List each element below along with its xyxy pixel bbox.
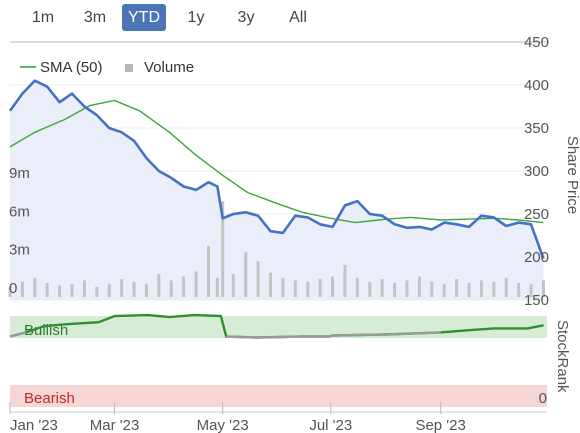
- x-tick-label: Sep '23: [415, 417, 465, 433]
- volume-bar: [8, 286, 12, 297]
- x-tick-label: Jan '23: [10, 417, 58, 433]
- price-area-fill: [10, 80, 544, 300]
- volume-bar: [517, 282, 521, 297]
- bearish-label: Bearish: [24, 390, 75, 407]
- volume-bar: [58, 285, 62, 297]
- price-tick-label: 150: [524, 292, 549, 309]
- price-tick-label: 250: [524, 206, 549, 223]
- volume-bar: [144, 284, 148, 297]
- volume-bar: [33, 277, 37, 297]
- x-tick-label: May '23: [197, 417, 249, 433]
- volume-bar: [120, 279, 124, 297]
- volume-bar: [132, 281, 136, 297]
- volume-bar: [206, 245, 210, 297]
- volume-bar: [455, 279, 459, 297]
- range-button-1y[interactable]: 1y: [187, 9, 205, 26]
- volume-tick-label: 6m: [9, 203, 30, 220]
- volume-bar: [269, 272, 273, 297]
- price-tick-label: 450: [524, 34, 549, 51]
- price-axis-ticks: 150 200 250 300 350 400 450: [524, 34, 549, 309]
- volume-bar: [215, 277, 219, 297]
- bullish-label: Bullish: [24, 322, 68, 339]
- volume-bar: [70, 284, 74, 297]
- volume-bar: [194, 271, 198, 297]
- volume-bar: [380, 279, 384, 297]
- range-button-ytd[interactable]: YTD: [122, 4, 166, 31]
- price-line: [8, 79, 545, 260]
- volume-bar: [442, 284, 446, 297]
- volume-bar: [417, 276, 421, 297]
- range-button-3y[interactable]: 3y: [237, 9, 255, 26]
- volume-bar: [107, 284, 111, 297]
- range-button-3m[interactable]: 3m: [83, 9, 107, 26]
- volume-tick-label: 3m: [9, 242, 30, 259]
- stockrank-neutral-segment: [328, 334, 333, 338]
- stockrank-neutral-segment: [256, 335, 303, 339]
- volume-bar: [169, 280, 173, 297]
- volume-bar: [20, 281, 24, 297]
- bullish-zone: [10, 316, 547, 338]
- stockrank-neutral-segment: [226, 335, 257, 339]
- stockrank-neutral-segment: [9, 331, 27, 338]
- volume-bar: [355, 277, 359, 297]
- volume-bar: [529, 284, 533, 297]
- range-button-1m[interactable]: 1m: [31, 9, 55, 26]
- volume-bar: [393, 282, 397, 297]
- price-axis-label: Share Price: [564, 136, 580, 214]
- x-tick-label: Mar '23: [90, 417, 140, 433]
- volume-axis-ticks: 0 3m 6m 9m: [9, 165, 30, 297]
- range-button-all[interactable]: All: [289, 9, 307, 26]
- x-axis: Jan '23 Mar '23 May '23 Jul '23 Sep '23: [9, 402, 547, 433]
- volume-bar: [541, 280, 545, 297]
- volume-bar: [430, 281, 434, 297]
- bearish-zone: [10, 385, 547, 407]
- price-tick-label: 350: [524, 120, 549, 137]
- range-selector: 1m 3m YTD 1y 3y All: [0, 0, 360, 34]
- volume-bar: [368, 281, 372, 297]
- volume-bar: [492, 281, 496, 297]
- volume-bar: [231, 274, 235, 297]
- volume-bar: [221, 201, 225, 297]
- stockrank-zero-tick: 0: [539, 390, 547, 407]
- volume-bar: [45, 282, 49, 297]
- volume-bar: [182, 276, 186, 297]
- volume-bar: [293, 280, 297, 297]
- stockrank-axis-label: StockRank: [554, 320, 571, 393]
- sma-line: [9, 99, 544, 224]
- volume-bar: [479, 280, 483, 297]
- legend-volume-label: Volume: [144, 59, 194, 76]
- volume-bar: [467, 282, 471, 297]
- volume-bar: [281, 277, 285, 297]
- legend: SMA (50) Volume: [20, 59, 194, 76]
- volume-bar: [318, 279, 322, 297]
- price-tick-label: 300: [524, 163, 549, 180]
- volume-bar: [504, 277, 508, 297]
- price-tick-label: 400: [524, 77, 549, 94]
- legend-sma-label: SMA (50): [40, 59, 103, 76]
- volume-bar: [405, 280, 409, 297]
- volume-bar: [157, 274, 161, 297]
- volume-bar: [244, 252, 248, 297]
- stockrank-line: [9, 313, 544, 339]
- volume-bar: [82, 280, 86, 297]
- volume-bar: [306, 281, 310, 297]
- volume-bar: [95, 286, 99, 297]
- stockrank-neutral-segment: [385, 331, 441, 336]
- x-tick-label: Jul '23: [309, 417, 352, 433]
- legend-volume-swatch: [125, 64, 133, 72]
- volume-tick-label: 0: [9, 280, 17, 297]
- volume-tick-label: 9m: [9, 165, 30, 182]
- volume-bars: [8, 201, 545, 297]
- volume-bar: [331, 276, 335, 297]
- volume-bar: [343, 265, 347, 297]
- volume-bar: [256, 261, 260, 297]
- stockrank-neutral-segment: [332, 333, 386, 337]
- price-tick-label: 200: [524, 249, 549, 266]
